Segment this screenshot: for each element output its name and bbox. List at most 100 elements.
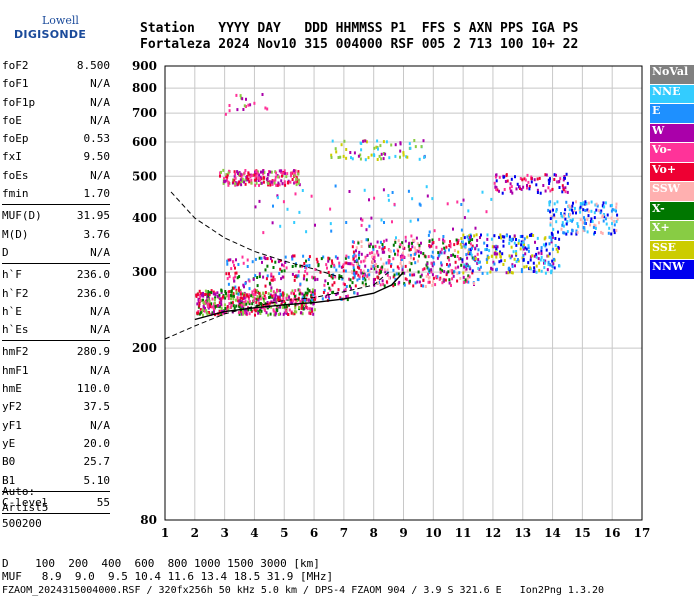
echo-point — [583, 216, 585, 220]
echo-point — [507, 267, 510, 271]
echo-point — [278, 183, 281, 187]
echo-point — [248, 293, 251, 297]
echo-point — [498, 260, 501, 264]
echo-point — [323, 288, 326, 292]
echo-point — [471, 244, 474, 248]
echo-point — [267, 313, 270, 317]
echo-point — [211, 311, 214, 315]
echo-point — [528, 187, 531, 191]
echo-point — [334, 275, 337, 279]
echo-point — [226, 173, 229, 177]
echo-point — [302, 307, 305, 311]
echo-point — [232, 180, 235, 184]
echo-point — [441, 281, 444, 285]
echo-point — [412, 257, 415, 261]
echo-point — [207, 302, 210, 306]
echo-point — [214, 305, 217, 308]
echo-point — [540, 269, 543, 273]
x-tick-label: 3 — [220, 526, 228, 540]
echo-point — [340, 143, 343, 147]
echo-point — [352, 257, 355, 261]
x-tick-label: 2 — [191, 526, 199, 540]
echo-point — [607, 231, 610, 235]
echo-point — [595, 202, 598, 206]
echo-point — [277, 260, 280, 264]
echo-point — [257, 298, 260, 302]
echo-point — [230, 297, 232, 301]
echo-point — [196, 311, 199, 315]
echo-point — [242, 283, 245, 287]
echo-point — [547, 178, 550, 182]
echo-point — [393, 273, 396, 277]
echo-point — [563, 212, 566, 216]
echo-point — [483, 241, 486, 245]
echo-point — [335, 268, 338, 272]
echo-point — [509, 186, 511, 190]
echo-point — [227, 308, 230, 312]
echo-point — [204, 300, 207, 304]
echo-point — [511, 271, 514, 275]
param-value: 110.0 — [76, 382, 110, 396]
echo-point — [449, 245, 452, 249]
echo-point — [460, 263, 463, 267]
echo-point — [277, 296, 280, 300]
echo-point — [404, 264, 407, 268]
echo-point — [285, 175, 288, 179]
echo-point — [266, 264, 269, 268]
echo-point — [268, 296, 271, 299]
echo-point — [312, 290, 314, 294]
echo-point — [603, 215, 606, 219]
echo-point — [293, 292, 295, 296]
echo-point — [480, 233, 482, 237]
echo-point — [239, 178, 242, 182]
echo-point — [259, 297, 262, 301]
param-value: N/A — [90, 168, 110, 182]
echo-point — [519, 235, 522, 238]
echo-point — [358, 256, 360, 260]
echo-point — [521, 178, 524, 182]
echo-point — [463, 263, 466, 267]
echo-point — [439, 270, 442, 274]
echo-point — [286, 207, 289, 211]
echo-point — [532, 234, 535, 237]
echo-point — [438, 253, 441, 257]
echo-point — [436, 275, 439, 279]
echo-point — [366, 253, 369, 257]
echo-point — [334, 255, 337, 259]
echo-point — [195, 294, 198, 298]
echo-point — [256, 276, 259, 279]
echo-point — [312, 298, 315, 302]
header-labels: Station YYYY DAY DDD HHMMSS P1 FFS S AXN… — [140, 21, 579, 36]
echo-point — [306, 272, 309, 276]
echo-point — [462, 233, 465, 237]
echo-point — [491, 245, 494, 249]
echo-point — [439, 267, 442, 271]
echo-point — [295, 274, 297, 278]
param-row: fmin 1.70 — [2, 185, 110, 203]
echo-point — [262, 298, 265, 301]
echo-point — [362, 269, 365, 273]
echo-point — [430, 270, 433, 274]
echo-point — [550, 215, 553, 219]
polarization-legend: NoVal NNE E W Vo- Vo+ SSW X- X+ SSE NNW — [650, 65, 694, 280]
echo-point — [569, 219, 572, 222]
echo-point — [590, 217, 593, 221]
echo-point — [363, 274, 366, 278]
echo-point — [364, 264, 367, 268]
echo-point — [511, 237, 514, 241]
echo-point — [371, 255, 374, 259]
echo-point — [305, 230, 308, 234]
echo-point — [208, 293, 211, 297]
echo-point — [258, 199, 261, 203]
echo-point — [550, 269, 553, 273]
echo-point — [468, 275, 471, 279]
echo-point — [428, 245, 431, 249]
echo-point — [205, 309, 208, 313]
echo-point — [593, 231, 596, 234]
echo-point — [264, 284, 267, 288]
echo-point — [593, 211, 596, 215]
echo-point — [545, 173, 548, 177]
echo-point — [548, 200, 551, 204]
echo-point — [392, 275, 395, 279]
echo-point — [362, 271, 365, 275]
